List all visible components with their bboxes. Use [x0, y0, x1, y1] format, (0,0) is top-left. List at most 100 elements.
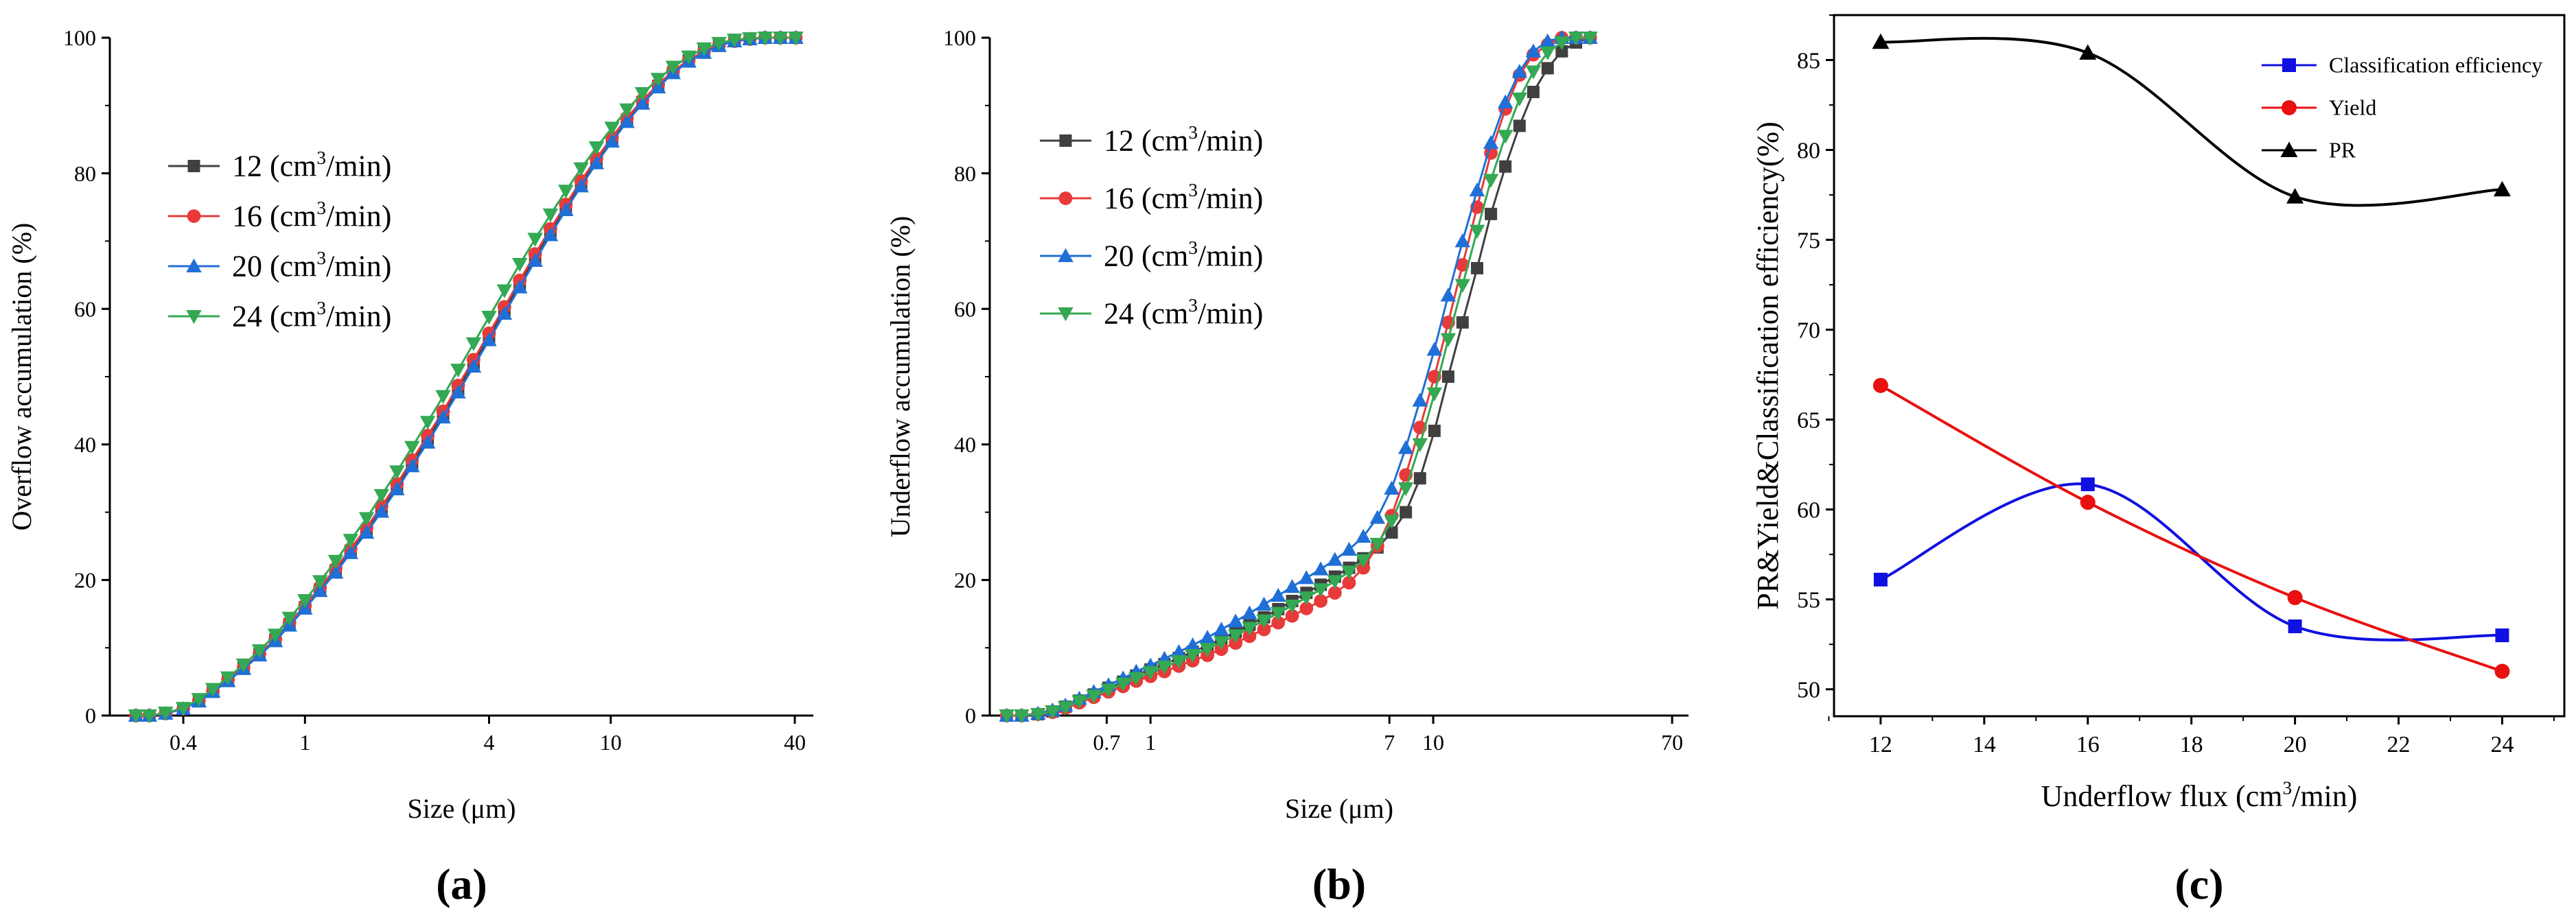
data-point: [1525, 65, 1542, 80]
data-point: [1873, 572, 1888, 587]
data-point: [542, 227, 559, 241]
data-point: [1428, 425, 1441, 438]
data-point: [1568, 32, 1584, 46]
series-1: [1872, 377, 2510, 679]
legend-marker: [1058, 307, 1074, 322]
data-point: [128, 709, 144, 724]
data-point: [1299, 601, 1314, 615]
y-tick-label: 80: [954, 161, 976, 186]
data-point: [1455, 258, 1470, 272]
data-point: [2080, 477, 2095, 491]
x-tick-label: 24: [2490, 732, 2514, 757]
data-point: [1454, 279, 1471, 293]
x-axis-label: Size (μm): [407, 793, 515, 824]
data-point: [1469, 224, 1485, 239]
x-tick-label: 70: [1661, 730, 1683, 755]
x-tick-label: 22: [2387, 732, 2411, 757]
data-point: [1525, 43, 1542, 58]
y-tick-label: 100: [943, 25, 976, 50]
data-point: [1454, 233, 1471, 248]
data-point: [2494, 663, 2510, 679]
data-point: [1412, 392, 1428, 407]
data-point: [450, 364, 466, 378]
data-point: [404, 440, 420, 456]
data-point: [1872, 377, 1888, 393]
panel-b: 0 20 40 60 80 100 0.7 1 7 10 70 Size (μm) Underflow …: [885, 25, 1689, 908]
data-point: [1045, 705, 1060, 720]
legend: 12 (cm3/min) 16 (cm3/min) 20 (cm3/min) 24 (…: [168, 148, 391, 333]
data-point: [588, 141, 605, 156]
data-point: [1086, 689, 1102, 704]
legend-marker: [1059, 134, 1072, 147]
data-point: [527, 252, 543, 268]
data-point: [373, 504, 390, 518]
data-point: [251, 644, 268, 659]
x-tick-label: 40: [784, 730, 806, 755]
data-point: [1397, 440, 1414, 454]
legend-label: 20 (cm3/min): [232, 248, 391, 283]
data-point: [1397, 482, 1414, 497]
x-tick-label: 1: [1145, 730, 1156, 755]
y-tick-label: 60: [74, 296, 96, 321]
data-point: [1327, 552, 1343, 566]
y-tick-label: 80: [1797, 138, 1820, 163]
data-point: [1341, 565, 1357, 580]
data-point: [1527, 86, 1540, 99]
data-point: [1441, 370, 1454, 383]
data-point: [1426, 342, 1443, 356]
data-point: [1541, 62, 1554, 75]
x-tick-label: 10: [1422, 730, 1444, 755]
data-point: [220, 671, 236, 685]
legend-marker: [1058, 248, 1074, 262]
series-line: [1879, 384, 2503, 673]
series-2: [1872, 33, 2511, 207]
data-point: [1257, 622, 1271, 637]
plot-frame: [1833, 14, 2566, 718]
data-point: [757, 32, 774, 46]
data-point: [419, 434, 436, 449]
data-point: [772, 32, 789, 46]
data-point: [373, 488, 390, 504]
y-tick-label: 80: [74, 161, 96, 186]
data-point: [665, 60, 681, 75]
data-point: [343, 534, 359, 548]
data-point: [1030, 708, 1046, 722]
data-point: [726, 33, 743, 48]
series-0: [130, 32, 802, 722]
data-point: [1485, 207, 1498, 220]
series-line: [1880, 36, 2503, 207]
data-point: [1384, 515, 1400, 529]
x-tick-label: 14: [1973, 732, 1996, 757]
y-tick-label: 40: [74, 432, 96, 457]
y-tick-label: 85: [1797, 48, 1820, 73]
data-point: [1185, 649, 1200, 663]
data-point: [358, 524, 375, 539]
series-line: [136, 36, 796, 717]
legend-marker: [2280, 141, 2298, 157]
data-point: [696, 42, 712, 57]
y-tick-label: 20: [954, 568, 976, 593]
data-point: [496, 305, 513, 320]
data-point: [267, 628, 283, 643]
legend: Classification efficiency Yield PR: [2262, 53, 2542, 163]
panel-label: (c): [2174, 860, 2223, 908]
y-axis-label: Overflow accumulation (%): [6, 223, 37, 531]
data-point: [435, 390, 451, 404]
data-point: [1483, 134, 1499, 150]
data-point: [619, 103, 635, 117]
data-point: [191, 693, 207, 707]
data-point: [2079, 44, 2097, 60]
data-point: [1471, 261, 1484, 274]
data-point: [1555, 45, 1568, 58]
legend-label: 20 (cm3/min): [1104, 237, 1263, 273]
data-point: [1157, 660, 1172, 675]
legend-label: Classification efficiency: [2329, 53, 2542, 78]
legend-label: 24 (cm3/min): [232, 298, 391, 333]
data-point: [558, 185, 574, 199]
data-point: [558, 202, 574, 216]
data-point: [327, 565, 344, 579]
data-point: [297, 594, 313, 609]
data-point: [1582, 32, 1598, 46]
data-point: [1456, 316, 1469, 329]
data-point: [281, 611, 298, 626]
